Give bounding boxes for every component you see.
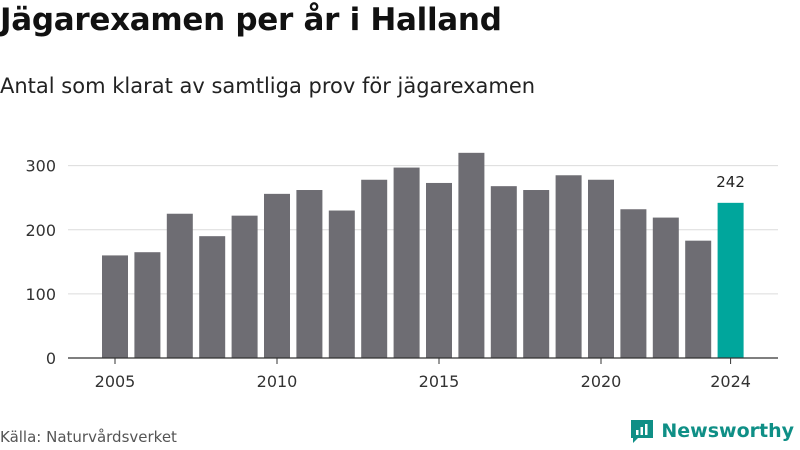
bar xyxy=(490,186,517,358)
bar xyxy=(102,255,128,358)
bar xyxy=(361,179,388,358)
y-tick-label: 0 xyxy=(46,349,56,368)
x-tick-label: 2005 xyxy=(95,372,136,391)
x-tick-label: 2020 xyxy=(581,372,622,391)
bar xyxy=(134,252,161,358)
bar xyxy=(426,182,452,358)
y-tick-label: 100 xyxy=(25,285,56,304)
source-note: Källa: Naturvårdsverket xyxy=(0,428,177,446)
bar xyxy=(264,193,290,358)
bar-highlight xyxy=(717,202,744,358)
x-tick-label: 2015 xyxy=(419,372,460,391)
y-tick-label: 200 xyxy=(25,221,56,240)
bar xyxy=(296,190,323,358)
bar xyxy=(458,152,485,358)
bar-chart: 0 100 200 300 2005 2010 2015 2020 2024 242 xyxy=(25,152,778,391)
data-label-2024: 242 xyxy=(716,173,745,191)
bar xyxy=(231,215,258,358)
y-tick-label: 300 xyxy=(25,157,56,176)
bar xyxy=(166,213,193,358)
bar xyxy=(620,209,647,358)
x-tick-label: 2010 xyxy=(257,372,298,391)
bar xyxy=(199,236,226,358)
bar xyxy=(652,217,679,358)
bar xyxy=(685,240,712,358)
x-tick-label: 2024 xyxy=(710,372,751,391)
brand-logo: Newsworthy xyxy=(629,418,794,444)
newsworthy-icon xyxy=(631,420,654,443)
bar xyxy=(588,179,614,358)
bar xyxy=(328,210,355,358)
bar xyxy=(555,175,582,358)
brand-name: Newsworthy xyxy=(661,420,794,442)
bar xyxy=(393,167,420,358)
chart-subtitle: Antal som klarat av samtliga prov för jä… xyxy=(0,74,536,98)
chart-title: Jägarexamen per år i Halland xyxy=(0,2,502,38)
bar xyxy=(523,190,550,358)
